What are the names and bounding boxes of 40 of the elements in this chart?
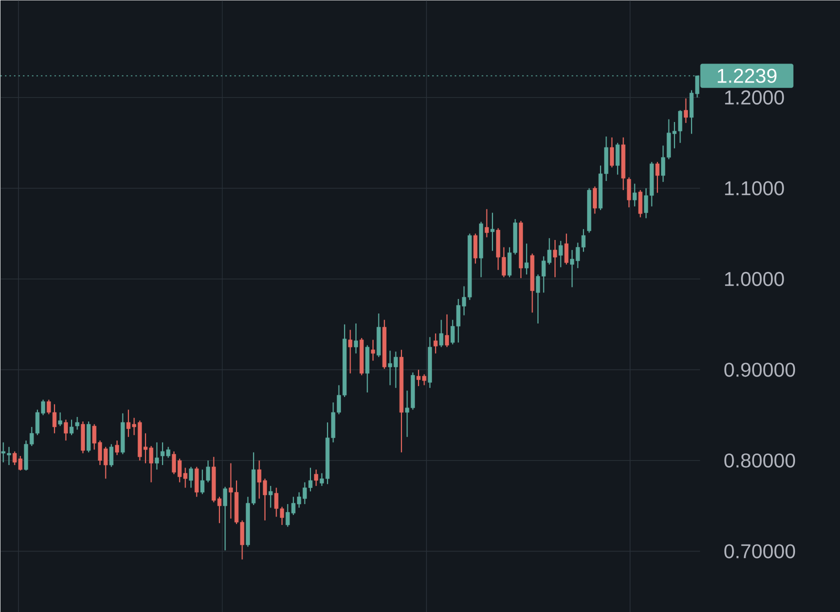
y-tick-label: 1.0000 xyxy=(725,272,784,286)
candlestick xyxy=(58,412,62,426)
candlestick xyxy=(558,240,563,268)
candlestick xyxy=(70,418,74,436)
y-tick-label: 0.90000 xyxy=(724,362,796,377)
candlestick xyxy=(564,232,568,265)
candlestick xyxy=(115,440,120,456)
candlestick xyxy=(109,443,114,468)
candlestick xyxy=(655,161,660,194)
candlestick xyxy=(473,232,478,264)
candlestick xyxy=(370,339,376,361)
ref-line-label: 1.2239 xyxy=(718,68,776,83)
y-tick-label: 0.80000 xyxy=(724,453,796,468)
candlestick xyxy=(632,182,637,207)
candlestick xyxy=(223,486,228,551)
y-tick-label: 1.2000 xyxy=(725,90,784,104)
candlestick xyxy=(684,98,688,124)
candlestick xyxy=(354,322,358,354)
candlestick xyxy=(553,239,558,278)
candlestick xyxy=(434,332,438,354)
y-tick-label: 0.70000 xyxy=(724,544,796,558)
candlestick xyxy=(188,466,194,488)
candlestick xyxy=(75,416,80,430)
candlestick xyxy=(638,189,642,218)
candlestick xyxy=(154,442,159,470)
candlestick xyxy=(484,208,489,238)
candlestick xyxy=(610,136,614,168)
candlestick xyxy=(64,418,68,441)
candlestick xyxy=(616,142,620,175)
candlestick xyxy=(490,212,494,252)
candlestick xyxy=(268,485,273,508)
candlestick xyxy=(444,314,449,348)
candlestick xyxy=(439,319,444,348)
candlestick xyxy=(626,176,632,208)
candlestick xyxy=(314,468,318,486)
candlestick xyxy=(194,466,199,498)
y-tick-label: 1.1000 xyxy=(725,180,784,196)
candlestick xyxy=(592,186,597,214)
candlestick xyxy=(524,242,529,275)
candlestick xyxy=(348,329,352,374)
